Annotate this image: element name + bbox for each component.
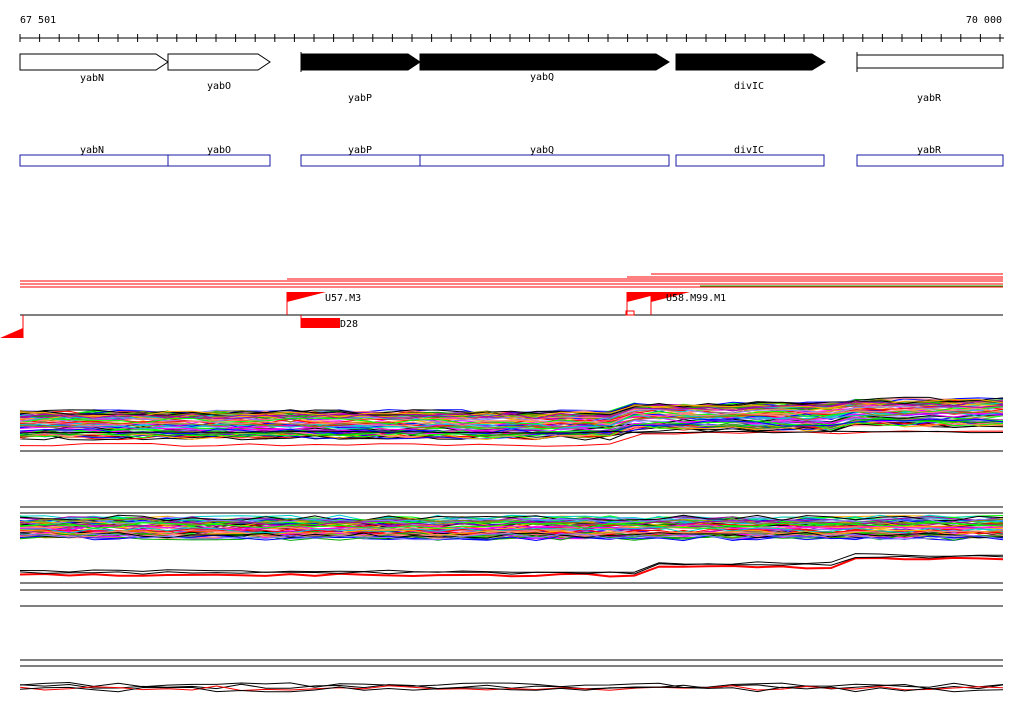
profile-line: [19, 401, 1004, 420]
feature-label-yabQ: yabQ: [530, 145, 554, 156]
marker-label-D28: D28: [340, 319, 358, 330]
profile-line: [19, 418, 1004, 437]
feature-box-yabP[interactable]: yabP: [300, 145, 421, 167]
profile-line: [19, 406, 1004, 425]
profile-line: [19, 398, 1004, 418]
gene-label-yabQ: yabQ: [530, 72, 554, 83]
gene-arrow-yabN[interactable]: yabN: [19, 53, 169, 84]
profile-line: [19, 534, 1004, 542]
gene-track: yabN yabO yabP yabQ divIC yabR: [19, 52, 1004, 104]
gene-arrow-yabO[interactable]: yabO: [167, 53, 271, 92]
feature-box-yabR[interactable]: yabR: [856, 145, 1004, 167]
read-coverage-track: [20, 273, 1003, 288]
profile-line: [19, 530, 1004, 538]
profile-line: [19, 516, 1004, 524]
marker-U57-M3[interactable]: U57.M3: [286, 292, 361, 315]
profile-line: [19, 521, 1004, 529]
profile-line-reference: [19, 555, 1004, 575]
marker-U58-M99-M1[interactable]: U58.M99.M1: [625, 292, 726, 316]
feature-label-yabP: yabP: [348, 145, 372, 156]
gene-label-yabO: yabO: [207, 81, 231, 92]
ruler-end-label: 70 000: [966, 15, 1002, 26]
feature-box-yabQ[interactable]: yabQ: [419, 145, 670, 167]
gene-arrow-yabQ[interactable]: yabQ: [419, 53, 670, 83]
marker-left-edge: [0, 315, 24, 338]
expression-profile-panel-1: [19, 396, 1004, 452]
profile-line-highlight: [19, 556, 1004, 578]
marker-label-U58-M99-M1: U58.M99.M1: [666, 293, 726, 304]
profile-line: [19, 524, 1004, 531]
marker-track: U57.M3 U58.M99.M1 D28: [0, 292, 1003, 338]
profile-line: [19, 681, 1004, 689]
gene-label-yabR: yabR: [917, 93, 942, 104]
profile-line: [19, 411, 1004, 430]
feature-label-yabN: yabN: [80, 145, 104, 156]
profile-line: [19, 514, 1004, 522]
profile-line-reference: [19, 553, 1004, 573]
gene-label-yabN: yabN: [80, 73, 104, 84]
profile-line-highlight: [19, 430, 1004, 447]
feature-label-yabO: yabO: [207, 145, 231, 156]
gene-arrow-yabP[interactable]: yabP: [300, 52, 421, 104]
feature-box-yabO[interactable]: yabO: [167, 145, 271, 167]
expression-profile-panel-3: [19, 659, 1004, 693]
profile-line: [19, 526, 1004, 534]
profile-line: [19, 533, 1004, 541]
profile-line: [19, 520, 1004, 528]
feature-box-divIC[interactable]: divIC: [675, 145, 825, 167]
profile-line: [19, 401, 1004, 420]
feature-box-yabN[interactable]: yabN: [19, 145, 169, 167]
feature-label-divIC: divIC: [734, 145, 764, 156]
feature-track: yabN yabO yabP yabQ divIC yabR: [19, 145, 1004, 167]
ruler-ticks: [19, 34, 1001, 42]
profile-line: [19, 399, 1004, 416]
ruler-start-label: 67 501: [20, 15, 56, 26]
profile-line: [19, 407, 1004, 427]
gene-arrow-yabR[interactable]: yabR: [856, 52, 1004, 104]
profile-line-reference: [19, 430, 1004, 434]
marker-D28[interactable]: D28: [300, 315, 358, 330]
expression-profile-panel-2: [19, 506, 1004, 607]
marker-label-U57-M3: U57.M3: [325, 293, 361, 304]
profile-line: [19, 534, 1004, 541]
coordinate-ruler: 67 501 70 000: [19, 15, 1004, 42]
gene-label-yabP: yabP: [348, 93, 372, 104]
gene-arrow-divIC[interactable]: divIC: [675, 53, 826, 92]
feature-label-yabR: yabR: [917, 145, 942, 156]
gene-label-divIC: divIC: [734, 81, 764, 92]
profile-line: [19, 686, 1004, 693]
